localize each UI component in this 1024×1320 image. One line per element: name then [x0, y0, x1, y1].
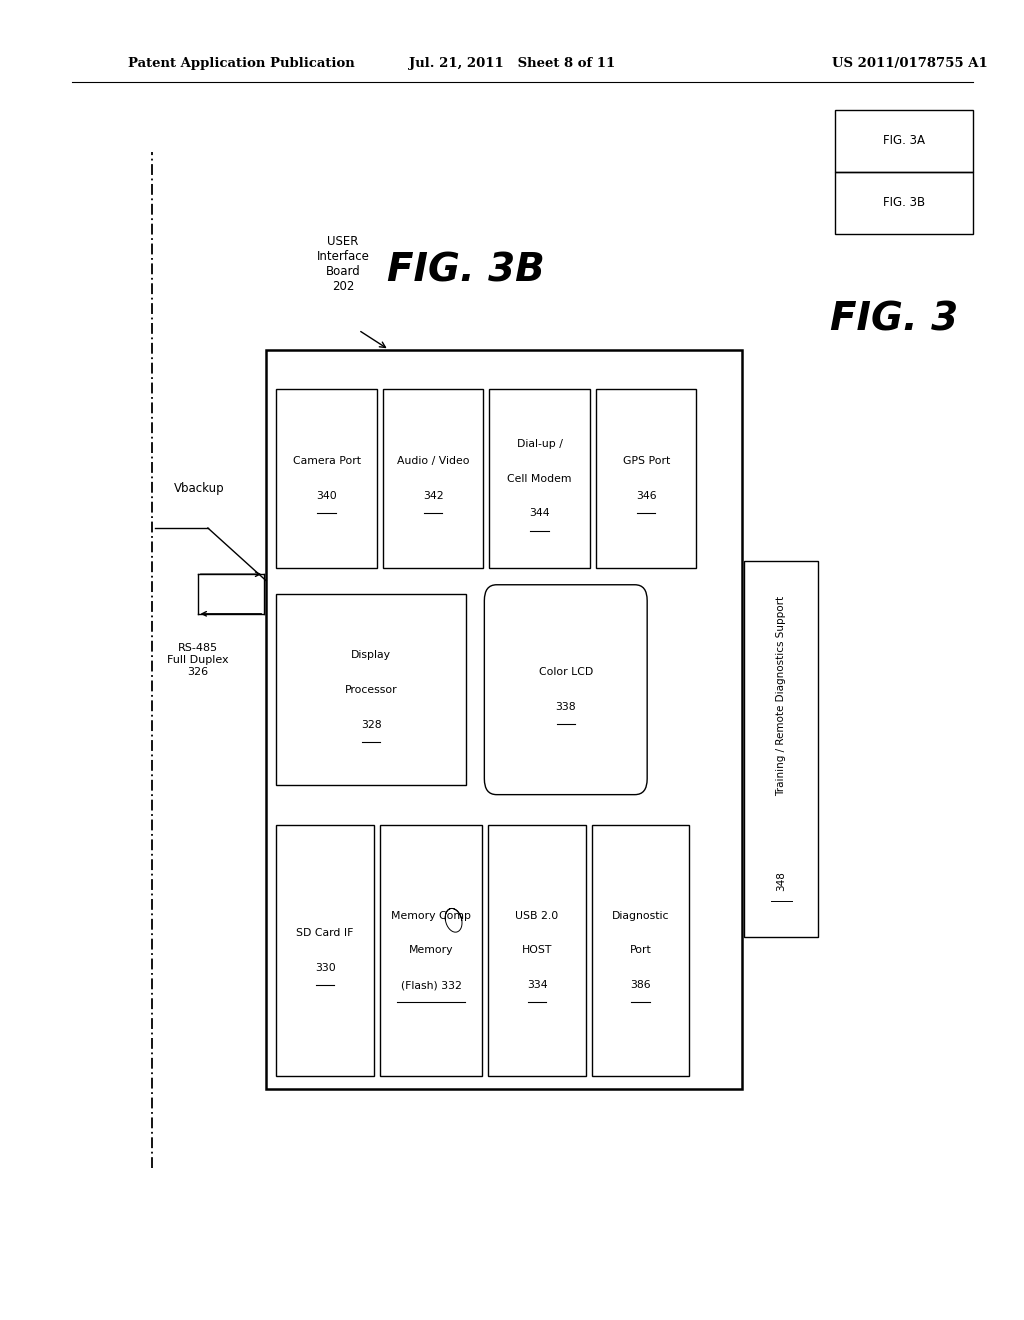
- Text: FIG. 3: FIG. 3: [829, 301, 958, 338]
- Text: US 2011/0178755 A1: US 2011/0178755 A1: [833, 57, 988, 70]
- Text: FIG. 3B: FIG. 3B: [387, 252, 545, 289]
- Text: Display: Display: [351, 649, 391, 660]
- Bar: [488, 825, 586, 1076]
- Text: Camera Port: Camera Port: [293, 457, 360, 466]
- Text: 344: 344: [529, 508, 550, 519]
- Text: Cell Modem: Cell Modem: [508, 474, 571, 483]
- Text: 346: 346: [636, 491, 656, 500]
- Text: USB 2.0: USB 2.0: [515, 911, 559, 920]
- Text: Training / Remote Diagnostics Support: Training / Remote Diagnostics Support: [776, 597, 786, 796]
- Text: Processor: Processor: [345, 685, 397, 694]
- Text: 330: 330: [314, 962, 336, 973]
- Bar: [276, 594, 466, 785]
- Text: USER
Interface
Board
202: USER Interface Board 202: [316, 235, 370, 293]
- Text: 342: 342: [423, 491, 443, 500]
- Text: Memory Comp: Memory Comp: [391, 911, 471, 920]
- Bar: [596, 389, 696, 568]
- Text: 340: 340: [316, 491, 337, 500]
- Text: Patent Application Publication: Patent Application Publication: [128, 57, 354, 70]
- Bar: [592, 825, 689, 1076]
- Bar: [383, 389, 483, 568]
- Text: Memory: Memory: [409, 945, 454, 956]
- Bar: [489, 389, 590, 568]
- Text: FIG. 3B: FIG. 3B: [883, 197, 925, 209]
- Bar: [276, 825, 374, 1076]
- Text: (Flash) 332: (Flash) 332: [400, 981, 462, 990]
- Text: 338: 338: [555, 702, 577, 711]
- Text: Vbackup: Vbackup: [174, 482, 225, 495]
- Bar: [835, 172, 973, 234]
- Text: 386: 386: [630, 981, 651, 990]
- Text: FIG. 3A: FIG. 3A: [883, 135, 925, 147]
- Bar: [835, 110, 973, 172]
- Text: Color LCD: Color LCD: [539, 668, 593, 677]
- Bar: [276, 389, 377, 568]
- Text: Diagnostic: Diagnostic: [611, 911, 670, 920]
- Text: Port: Port: [630, 945, 651, 956]
- Bar: [380, 825, 482, 1076]
- Text: SD Card IF: SD Card IF: [296, 928, 354, 939]
- Bar: [744, 561, 818, 937]
- Bar: [266, 350, 742, 1089]
- Text: 334: 334: [526, 981, 548, 990]
- Text: Audio / Video: Audio / Video: [397, 457, 469, 466]
- Text: 348: 348: [776, 871, 786, 891]
- Text: Jul. 21, 2011   Sheet 8 of 11: Jul. 21, 2011 Sheet 8 of 11: [409, 57, 615, 70]
- Text: RS-485
Full Duplex
326: RS-485 Full Duplex 326: [167, 643, 228, 677]
- Text: 328: 328: [360, 719, 382, 730]
- Text: Dial-up /: Dial-up /: [517, 438, 562, 449]
- Text: GPS Port: GPS Port: [623, 457, 670, 466]
- Text: HOST: HOST: [522, 945, 552, 956]
